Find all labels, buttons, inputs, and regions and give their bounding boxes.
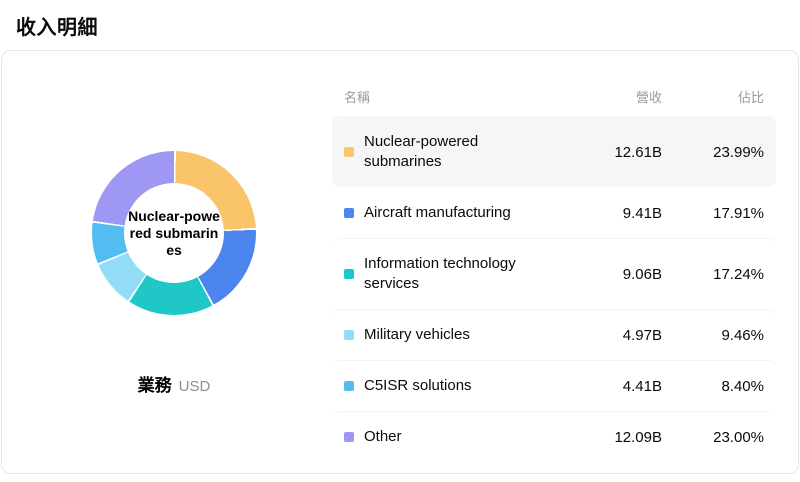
row-label: Other <box>364 428 402 445</box>
row-label: Information technology services <box>364 255 516 292</box>
row-revenue: 9.06B <box>622 265 662 283</box>
row-revenue: 4.97B <box>622 326 662 344</box>
row-label: Military vehicles <box>364 326 470 343</box>
table-header: 名稱 營收 佔比 <box>332 81 776 116</box>
row-label: Aircraft manufacturing <box>364 204 511 221</box>
header-name: 名稱 <box>344 90 371 105</box>
legend-swatch <box>344 432 354 442</box>
legend-table: 名稱 營收 佔比 Nuclear-powered submarines 12.6… <box>332 51 798 473</box>
table-row[interactable]: Aircraft manufacturing 9.41B 17.91% <box>332 187 776 238</box>
legend-swatch <box>344 381 354 391</box>
legend-swatch <box>344 269 354 279</box>
legend-swatch <box>344 147 354 157</box>
row-label: C5ISR solutions <box>364 377 472 394</box>
chart-pane: Nuclear-powered submarines 業務 USD <box>2 51 332 473</box>
table-row[interactable]: Information technology services 9.06B 17… <box>332 238 776 309</box>
row-share: 23.99% <box>713 143 764 161</box>
caption-currency-unit: USD <box>178 378 211 395</box>
legend-swatch <box>344 330 354 340</box>
row-label: Nuclear-powered submarines <box>364 133 479 170</box>
row-revenue: 4.41B <box>622 377 662 395</box>
legend-swatch <box>344 208 354 218</box>
header-share: 佔比 <box>737 90 764 105</box>
page-title: 收入明細 <box>16 17 98 39</box>
row-share: 17.91% <box>713 204 764 222</box>
row-share: 17.24% <box>713 265 764 283</box>
revenue-card: Nuclear-powered submarines 業務 USD 名稱 營收 … <box>1 50 799 474</box>
row-share: 9.46% <box>721 326 764 344</box>
caption-business-label: 業務 <box>137 376 172 395</box>
row-share: 23.00% <box>713 428 764 446</box>
table-row[interactable]: Nuclear-powered submarines 12.61B 23.99% <box>332 116 776 187</box>
table-row[interactable]: C5ISR solutions 4.41B 8.40% <box>332 360 776 411</box>
donut-center: Nuclear-powered submarines <box>124 183 224 283</box>
row-revenue: 12.09B <box>614 428 662 446</box>
row-share: 8.40% <box>721 377 764 395</box>
donut-chart[interactable]: Nuclear-powered submarines <box>92 151 256 315</box>
header-revenue: 營收 <box>635 90 662 105</box>
chart-caption: 業務 USD <box>138 371 211 396</box>
donut-center-label: Nuclear-powered submarines <box>128 207 220 258</box>
table-row[interactable]: Other 12.09B 23.00% <box>332 411 776 462</box>
row-revenue: 12.61B <box>614 143 662 161</box>
table-row[interactable]: Military vehicles 4.97B 9.46% <box>332 309 776 360</box>
row-revenue: 9.41B <box>622 204 662 222</box>
